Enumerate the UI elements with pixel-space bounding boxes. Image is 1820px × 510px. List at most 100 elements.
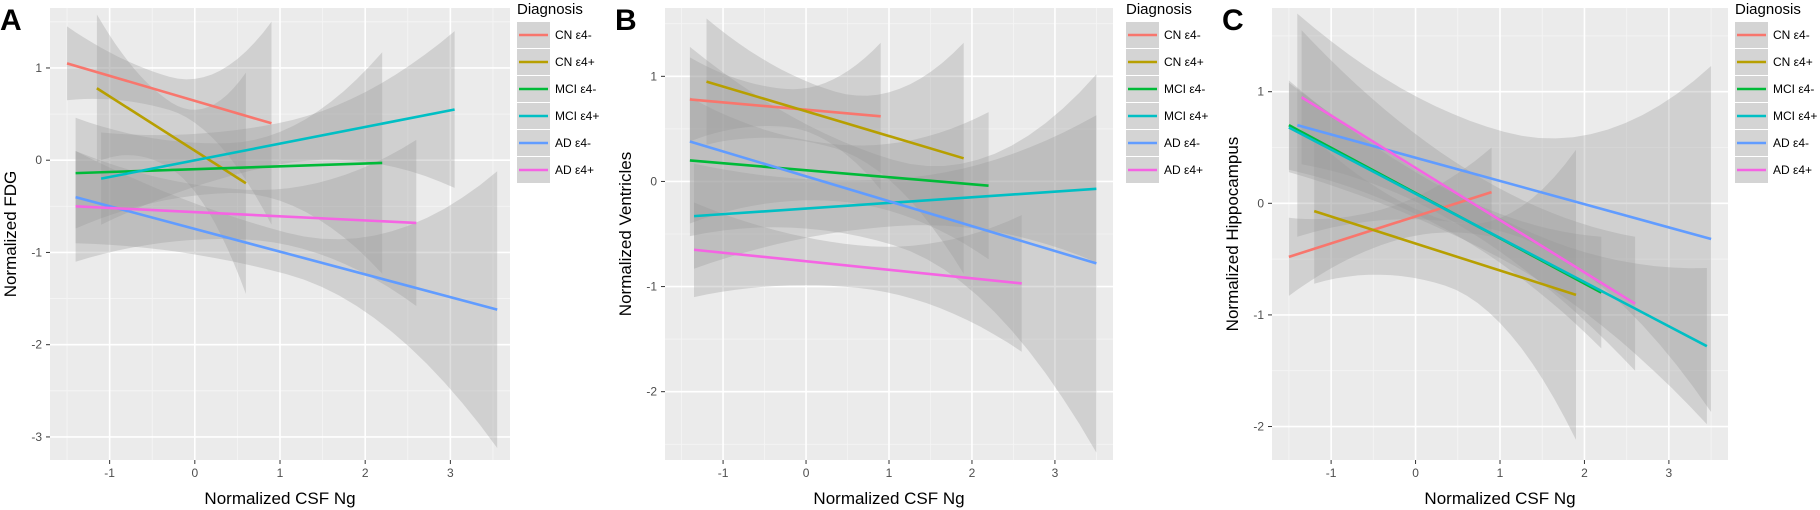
x-tick-label: 1 xyxy=(1497,466,1504,480)
panel-letter: B xyxy=(615,4,637,37)
confidence-band-cn-e4-neg xyxy=(689,42,881,190)
confidence-band-ad-e4-pos xyxy=(75,139,417,306)
panel-letter: C xyxy=(1222,4,1244,37)
confidence-band-cn-e4-pos xyxy=(706,18,964,274)
confidence-band-mci-e4-neg xyxy=(75,52,383,274)
gridlines xyxy=(665,8,1113,460)
confidence-band-cn-e4-pos xyxy=(1314,138,1576,440)
x-tick-label: -1 xyxy=(718,466,729,480)
confidence-band-mci-e4-neg xyxy=(689,97,989,260)
legend-label-cn-e4-pos: CN ε4+ xyxy=(555,55,595,69)
x-tick-label: -1 xyxy=(104,466,115,480)
legend-label-ad-e4-pos: AD ε4+ xyxy=(1164,163,1203,177)
regression-line-cn-e4-neg xyxy=(689,98,881,118)
legend: Diagnosis CN ε4- CN ε4+ MCI ε4- MCI ε4+ AD ε4… xyxy=(1735,1,1817,183)
confidence-band-mci-e4-neg xyxy=(1288,80,1602,349)
y-tick-label: -2 xyxy=(1253,420,1264,434)
regression-line-cn-e4-neg xyxy=(66,62,272,125)
y-axis-title: Normalized FDG xyxy=(1,171,20,298)
regression-lines xyxy=(66,62,498,311)
axes: -1 0 1 2 3 -2 -1 0 1 Normalized CSF Ng Normalized … xyxy=(1223,85,1673,508)
confidence-band-mci-e4-pos xyxy=(694,115,1097,269)
x-tick-label: 0 xyxy=(1412,466,1419,480)
regression-line-ad-e4-neg xyxy=(1296,123,1712,241)
y-tick-label: 1 xyxy=(650,69,657,83)
x-tick-label: 0 xyxy=(191,466,198,480)
regression-line-ad-e4-pos xyxy=(75,205,417,225)
panel-a: -1 0 1 2 3 -3 -2 -1 0 1 Normalized CSF Ng Normalize… xyxy=(0,1,599,508)
panel-letter: A xyxy=(0,4,22,37)
gridlines xyxy=(1272,8,1728,460)
legend-label-ad-e4-neg: AD ε4- xyxy=(1773,136,1809,150)
confidence-band-ad-e4-neg xyxy=(689,46,1097,453)
x-axis-title: Normalized CSF Ng xyxy=(204,489,355,508)
y-tick-label: 0 xyxy=(650,174,657,188)
axes: -1 0 1 2 3 -2 -1 0 1 Normalized CSF Ng Normalized … xyxy=(616,69,1059,508)
regression-lines xyxy=(1288,96,1712,348)
legend-title: Diagnosis xyxy=(1735,1,1801,18)
legend-label-mci-e4-neg: MCI ε4- xyxy=(555,82,596,96)
regression-line-ad-e4-neg xyxy=(75,195,498,311)
regression-line-ad-e4-pos xyxy=(693,248,1022,285)
y-tick-label: -2 xyxy=(31,338,42,352)
y-tick-label: 0 xyxy=(1257,196,1264,210)
confidence-bands xyxy=(689,18,1097,453)
y-tick-label: -1 xyxy=(646,280,657,294)
confidence-band-mci-e4-pos xyxy=(101,31,455,225)
y-axis-title: Normalized Ventricles xyxy=(616,152,635,316)
x-tick-label: 1 xyxy=(886,466,893,480)
regression-lines xyxy=(689,80,1097,285)
legend-label-cn-e4-pos: CN ε4+ xyxy=(1164,55,1204,69)
regression-line-cn-e4-pos xyxy=(706,80,965,160)
legend-label-cn-e4-neg: CN ε4- xyxy=(1164,28,1201,42)
legend-label-mci-e4-neg: MCI ε4- xyxy=(1164,82,1205,96)
legend-title: Diagnosis xyxy=(1126,1,1192,18)
x-tick-label: 2 xyxy=(362,466,369,480)
regression-line-mci-e4-pos xyxy=(1288,126,1708,348)
legend-label-ad-e4-pos: AD ε4+ xyxy=(555,163,594,177)
confidence-band-cn-e4-neg xyxy=(67,21,272,225)
regression-line-cn-e4-neg xyxy=(1288,190,1492,259)
x-tick-label: 3 xyxy=(1666,466,1673,480)
legend-label-mci-e4-pos: MCI ε4+ xyxy=(1773,109,1817,123)
legend-label-cn-e4-neg: CN ε4- xyxy=(1773,28,1810,42)
confidence-band-ad-e4-neg xyxy=(1297,13,1712,412)
x-axis-title: Normalized CSF Ng xyxy=(813,489,964,508)
legend-label-cn-e4-neg: CN ε4- xyxy=(555,28,592,42)
legend-label-mci-e4-pos: MCI ε4+ xyxy=(555,109,599,123)
regression-line-mci-e4-neg xyxy=(75,161,383,175)
legend-label-mci-e4-pos: MCI ε4+ xyxy=(1164,109,1208,123)
x-tick-label: -1 xyxy=(1326,466,1337,480)
legend-title: Diagnosis xyxy=(517,1,583,18)
legend-label-ad-e4-neg: AD ε4- xyxy=(1164,136,1200,150)
regression-line-ad-e4-neg xyxy=(689,140,1097,265)
axes: -1 0 1 2 3 -3 -2 -1 0 1 Normalized CSF Ng Normalize… xyxy=(1,61,454,508)
y-tick-label: -1 xyxy=(1253,308,1264,322)
confidence-band-mci-e4-pos xyxy=(1288,82,1707,425)
regression-line-mci-e4-neg xyxy=(689,159,989,187)
x-tick-label: 3 xyxy=(1052,466,1059,480)
x-tick-label: 0 xyxy=(803,466,810,480)
x-tick-label: 2 xyxy=(969,466,976,480)
confidence-band-ad-e4-pos xyxy=(694,202,1022,352)
y-tick-label: 1 xyxy=(1257,85,1264,99)
x-tick-label: 3 xyxy=(447,466,454,480)
x-tick-label: 1 xyxy=(277,466,284,480)
x-axis-title: Normalized CSF Ng xyxy=(1424,489,1575,508)
legend-label-ad-e4-pos: AD ε4+ xyxy=(1773,163,1812,177)
panel-c: -1 0 1 2 3 -2 -1 0 1 Normalized CSF Ng Normalized … xyxy=(1222,1,1817,508)
x-tick-label: 2 xyxy=(1581,466,1588,480)
gridlines xyxy=(50,8,510,460)
legend-label-mci-e4-neg: MCI ε4- xyxy=(1773,82,1814,96)
y-tick-label: -2 xyxy=(646,385,657,399)
y-tick-label: -1 xyxy=(31,245,42,259)
y-tick-label: -3 xyxy=(31,430,42,444)
y-tick-label: 0 xyxy=(35,153,42,167)
legend-label-ad-e4-neg: AD ε4- xyxy=(555,136,591,150)
regression-line-cn-e4-pos xyxy=(1313,209,1577,297)
y-tick-label: 1 xyxy=(35,61,42,75)
legend-label-cn-e4-pos: CN ε4+ xyxy=(1773,55,1813,69)
regression-line-ad-e4-pos xyxy=(1300,96,1636,305)
panel-b: -1 0 1 2 3 -2 -1 0 1 Normalized CSF Ng Normalized … xyxy=(615,1,1208,508)
